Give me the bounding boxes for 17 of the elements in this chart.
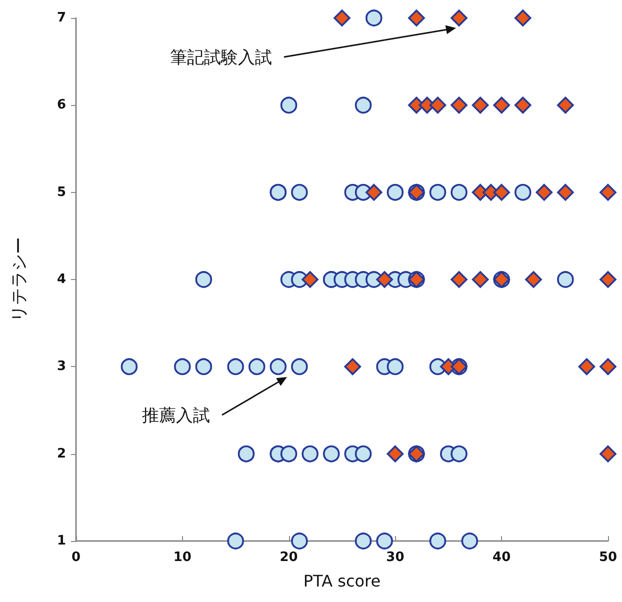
x-tick-label: 0 <box>71 550 81 565</box>
x-tick-label: 10 <box>173 550 192 565</box>
x-axis-title: PTA score <box>303 572 381 590</box>
y-tick-label: 7 <box>56 10 66 26</box>
y-tick-label: 6 <box>56 98 66 113</box>
annotation: 筆記試験入試 <box>170 48 272 68</box>
y-tick-label: 3 <box>56 359 66 374</box>
y-tick-label: 4 <box>56 272 66 287</box>
x-tick-label: 40 <box>492 550 511 565</box>
y-axis-title: リテラシー <box>10 237 30 322</box>
y-tick-label: 1 <box>56 534 66 548</box>
x-tick-label: 30 <box>386 550 404 565</box>
y-tick-label: 2 <box>56 446 66 462</box>
y-tick-label: 5 <box>56 184 66 200</box>
x-tick-label: 20 <box>280 550 298 565</box>
x-tick-label: 50 <box>598 550 618 565</box>
annotation: 推薦入試 <box>142 406 210 426</box>
